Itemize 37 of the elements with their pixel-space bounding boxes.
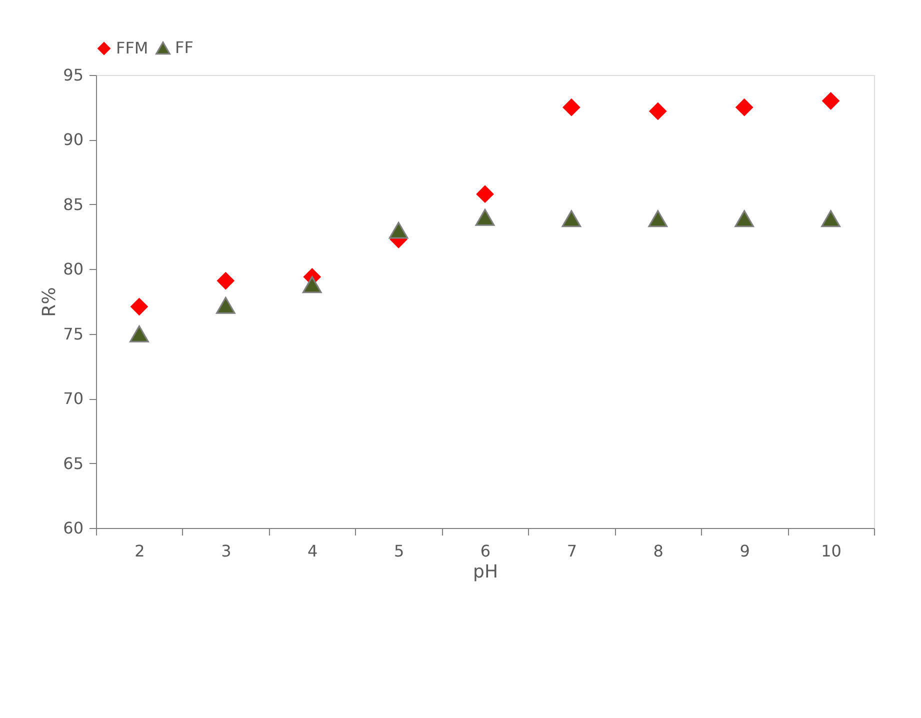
point xyxy=(130,325,149,342)
point xyxy=(821,210,840,228)
y-tick-label: 85 xyxy=(63,194,84,214)
legend-label: FF xyxy=(175,38,194,58)
y-tick-label: 60 xyxy=(63,518,84,538)
point xyxy=(130,298,148,316)
x-tick-label: 7 xyxy=(566,542,578,560)
point xyxy=(648,210,668,228)
y-tick-label: 75 xyxy=(63,324,84,344)
x-tick-label: 5 xyxy=(394,542,404,560)
point xyxy=(648,102,667,120)
point xyxy=(735,98,754,116)
y-tick-label: 70 xyxy=(63,389,84,408)
y-tick-label: 80 xyxy=(63,260,84,279)
point xyxy=(476,185,494,204)
x-axis-title: pH xyxy=(473,562,498,582)
y-tick-label: 95 xyxy=(63,66,84,84)
point xyxy=(822,92,840,110)
x-tick-label: 6 xyxy=(480,542,491,560)
point xyxy=(388,222,408,239)
x-tick-label: 10 xyxy=(821,542,842,560)
point xyxy=(216,272,235,290)
point xyxy=(562,98,580,116)
legend-label: FFM xyxy=(116,38,148,58)
x-tick-label: 3 xyxy=(221,542,232,560)
x-tick-label: 8 xyxy=(653,542,664,560)
x-tick-label: 2 xyxy=(134,542,145,560)
y-axis-title: R% xyxy=(39,287,60,317)
point xyxy=(562,210,582,228)
point xyxy=(734,210,754,228)
y-tick-label: 65 xyxy=(63,454,84,473)
point xyxy=(475,208,495,226)
x-tick-label: 9 xyxy=(740,542,750,560)
y-tick-label: 90 xyxy=(63,130,84,150)
point xyxy=(216,296,236,314)
point xyxy=(302,276,322,294)
x-tick-label: 4 xyxy=(308,542,318,560)
